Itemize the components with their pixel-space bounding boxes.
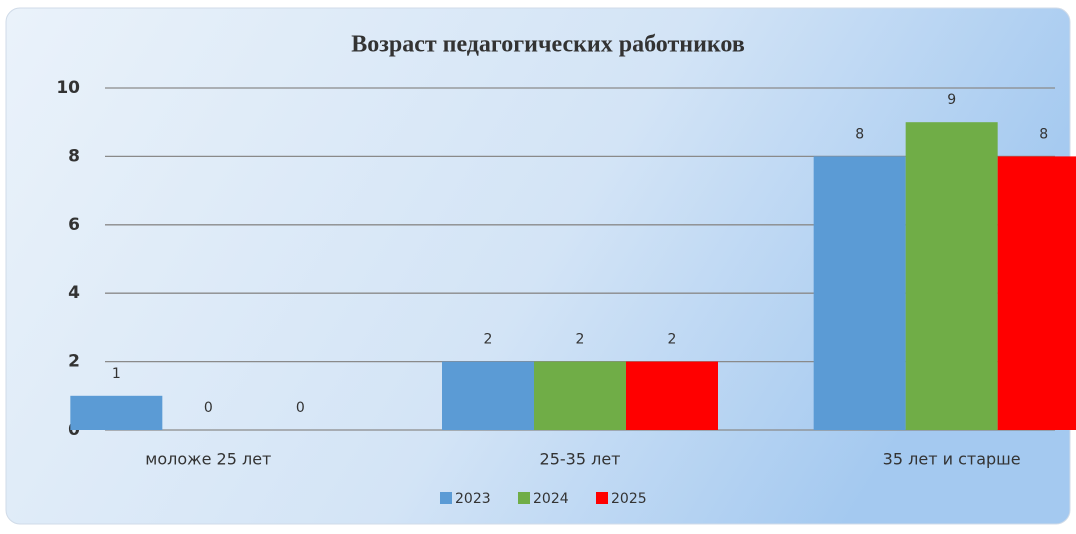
legend-swatch <box>518 492 530 504</box>
bar <box>813 156 906 430</box>
bar <box>442 361 534 430</box>
data-label: 0 <box>296 400 305 416</box>
x-tick-label: 25-35 лет <box>540 450 621 469</box>
data-label: 8 <box>1039 126 1048 142</box>
x-tick-label: 35 лет и старше <box>883 450 1021 469</box>
y-tick-label: 8 <box>68 146 80 166</box>
legend-label: 2024 <box>533 491 569 507</box>
legend-label: 2025 <box>611 491 647 507</box>
bar <box>70 395 163 430</box>
data-label: 2 <box>576 332 585 348</box>
legend-swatch <box>440 492 452 504</box>
bar <box>534 361 626 430</box>
data-label: 8 <box>855 126 864 142</box>
y-tick-label: 10 <box>56 78 80 98</box>
y-tick-label: 6 <box>68 215 80 235</box>
bar <box>626 361 718 430</box>
data-label: 0 <box>204 400 213 416</box>
bar <box>905 122 998 430</box>
data-label: 2 <box>668 332 677 348</box>
chart-title: Возраст педагогических работников <box>351 32 745 58</box>
y-tick-label: 4 <box>68 283 80 303</box>
legend-swatch <box>596 492 608 504</box>
data-label: 9 <box>947 92 956 108</box>
bar <box>997 156 1076 430</box>
data-label: 1 <box>112 366 121 382</box>
y-tick-label: 2 <box>68 352 80 372</box>
legend-label: 2023 <box>455 491 491 507</box>
x-tick-label: моложе 25 лет <box>145 450 271 469</box>
data-label: 2 <box>484 332 493 348</box>
